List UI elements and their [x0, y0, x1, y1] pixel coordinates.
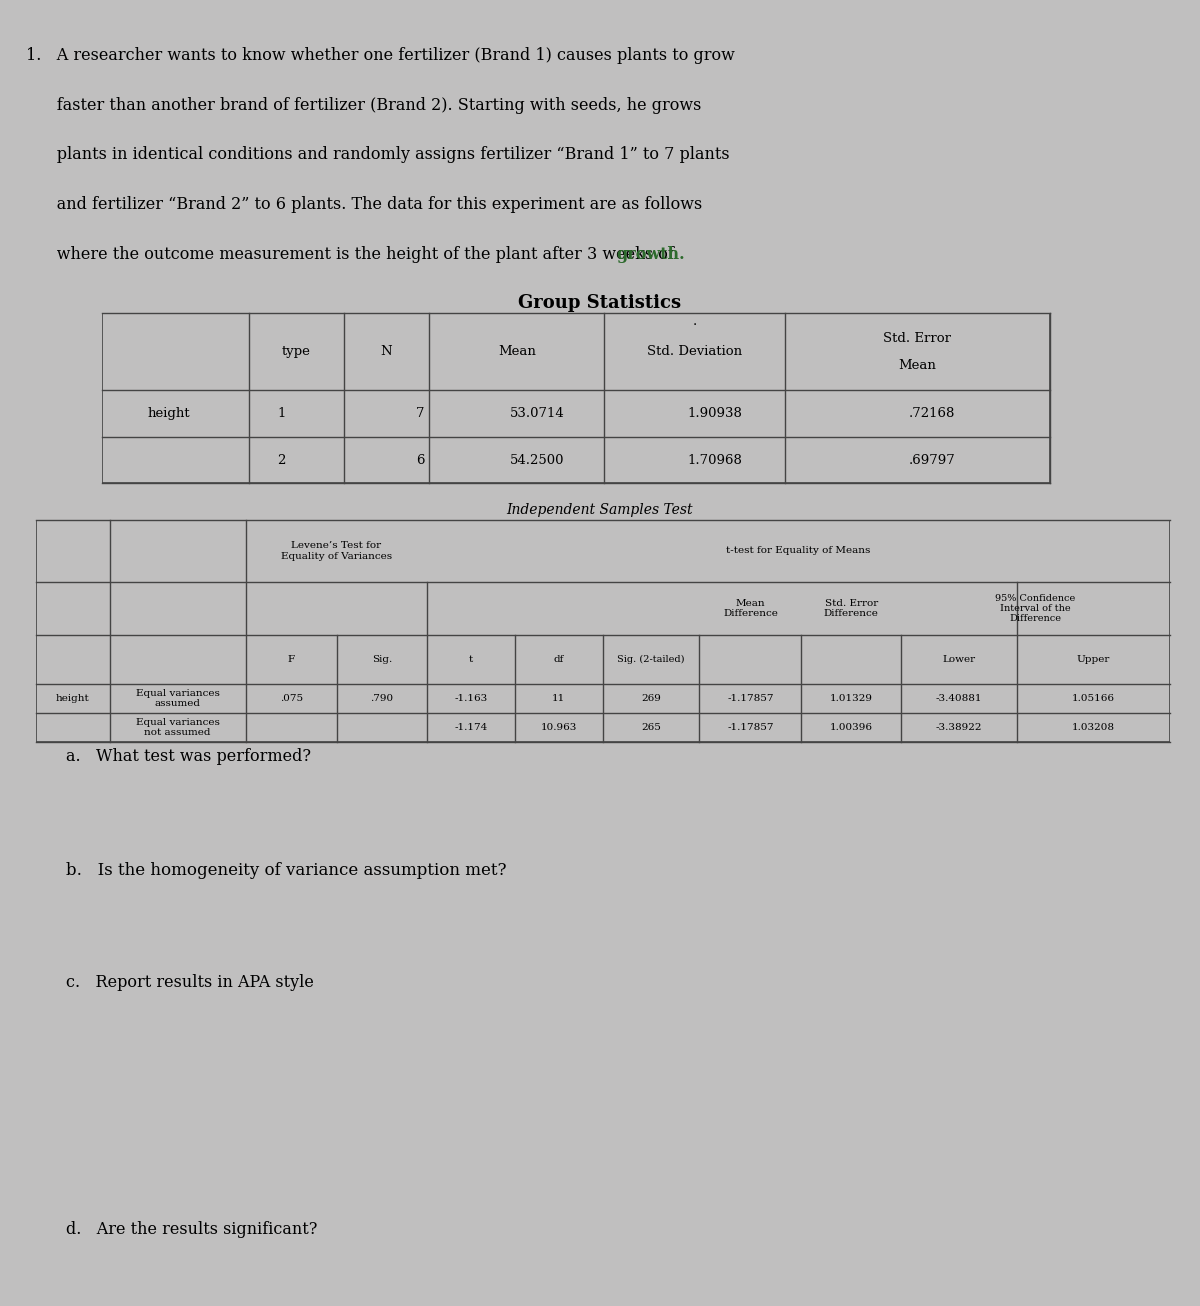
Text: 1.90938: 1.90938 [688, 407, 742, 421]
Text: -1.17857: -1.17857 [727, 724, 774, 731]
Text: 1.70968: 1.70968 [688, 453, 742, 466]
Text: .69797: .69797 [908, 453, 955, 466]
Text: 1.01329: 1.01329 [830, 693, 872, 703]
Text: Std. Error: Std. Error [883, 332, 952, 345]
Text: and fertilizer “Brand 2” to 6 plants. The data for this experiment are as follow: and fertilizer “Brand 2” to 6 plants. Th… [26, 196, 703, 213]
Text: -1.17857: -1.17857 [727, 693, 774, 703]
Text: .790: .790 [371, 693, 394, 703]
Text: Mean: Mean [498, 345, 535, 358]
Text: Std. Deviation: Std. Deviation [647, 345, 742, 358]
Text: 269: 269 [641, 693, 661, 703]
Text: -1.174: -1.174 [455, 724, 487, 731]
Text: t: t [469, 656, 473, 665]
Text: plants in identical conditions and randomly assigns fertilizer “Brand 1” to 7 pl: plants in identical conditions and rando… [26, 146, 730, 163]
Text: Equal variances
not assumed: Equal variances not assumed [136, 718, 220, 737]
Text: height: height [56, 693, 90, 703]
Text: .: . [692, 315, 697, 328]
Text: 1.05166: 1.05166 [1072, 693, 1115, 703]
Text: 95% Confidence
Interval of the
Difference: 95% Confidence Interval of the Differenc… [996, 594, 1075, 623]
Text: t-test for Equality of Means: t-test for Equality of Means [726, 546, 871, 555]
Text: Mean: Mean [899, 359, 936, 372]
Text: -3.40881: -3.40881 [936, 693, 983, 703]
Text: 2: 2 [277, 453, 286, 466]
Text: .72168: .72168 [908, 407, 955, 421]
Text: Sig.: Sig. [372, 656, 392, 665]
Text: 1: 1 [277, 407, 286, 421]
Text: N: N [380, 345, 392, 358]
Text: Equal variances
assumed: Equal variances assumed [136, 688, 220, 708]
Text: height: height [148, 407, 190, 421]
Text: c.   Report results in APA style: c. Report results in APA style [66, 974, 314, 991]
Text: growth.: growth. [617, 246, 685, 263]
Text: type: type [282, 345, 311, 358]
Text: 11: 11 [552, 693, 565, 703]
Text: d.   Are the results significant?: d. Are the results significant? [66, 1221, 317, 1238]
Text: 10.963: 10.963 [540, 724, 577, 731]
Text: 265: 265 [641, 724, 661, 731]
Text: .075: .075 [280, 693, 302, 703]
Text: 7: 7 [416, 407, 425, 421]
Text: 6: 6 [416, 453, 425, 466]
Text: a.   What test was performed?: a. What test was performed? [66, 748, 311, 765]
Text: Levene’s Test for
Equality of Variances: Levene’s Test for Equality of Variances [281, 541, 392, 560]
Text: where the outcome measurement is the height of the plant after 3 weeks of: where the outcome measurement is the hei… [26, 246, 679, 263]
Text: 53.0714: 53.0714 [509, 407, 564, 421]
Text: 54.2500: 54.2500 [510, 453, 564, 466]
Text: Std. Error
Difference: Std. Error Difference [824, 599, 878, 618]
Text: 1.   A researcher wants to know whether one fertilizer (Brand 1) causes plants t: 1. A researcher wants to know whether on… [26, 47, 736, 64]
Text: 1.03208: 1.03208 [1072, 724, 1115, 731]
Text: df: df [553, 656, 564, 665]
Text: Group Statistics: Group Statistics [518, 294, 682, 312]
Text: Mean
Difference: Mean Difference [722, 599, 778, 618]
Text: -3.38922: -3.38922 [936, 724, 983, 731]
Text: 1.00396: 1.00396 [830, 724, 872, 731]
Text: faster than another brand of fertilizer (Brand 2). Starting with seeds, he grows: faster than another brand of fertilizer … [26, 97, 702, 114]
Text: b.   Is the homogeneity of variance assumption met?: b. Is the homogeneity of variance assump… [66, 862, 506, 879]
Text: Lower: Lower [942, 656, 976, 665]
Text: Independent Samples Test: Independent Samples Test [506, 503, 694, 517]
Text: Upper: Upper [1076, 656, 1110, 665]
Text: F: F [288, 656, 295, 665]
Text: Sig. (2-tailed): Sig. (2-tailed) [618, 656, 685, 665]
Text: -1.163: -1.163 [455, 693, 487, 703]
